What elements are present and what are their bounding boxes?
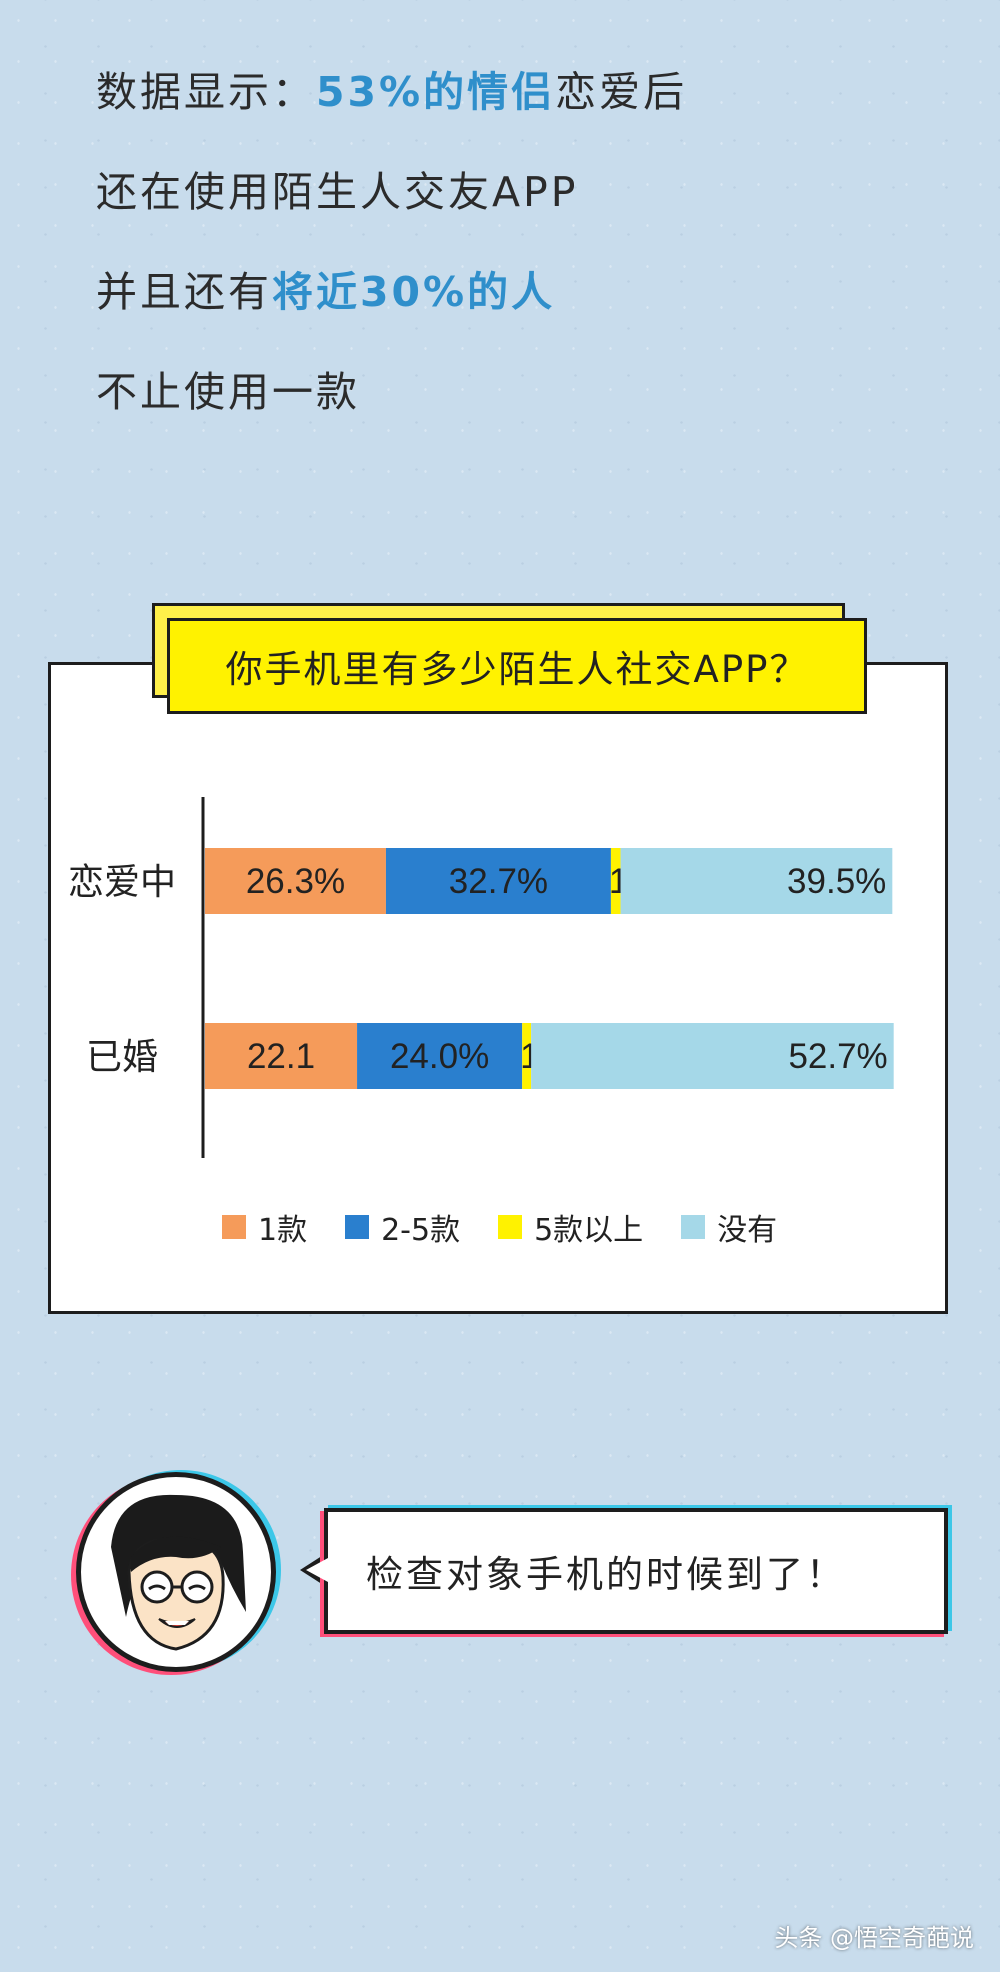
legend-item: 5款以上 [498, 1205, 643, 1249]
data-label: 26.3% [246, 862, 345, 901]
data-label: 24.0% [390, 1037, 489, 1076]
intro-line-4: 不止使用一款 [96, 368, 360, 416]
chart-title: 你手机里有多少陌生人社交APP？ [167, 618, 867, 714]
avatar [76, 1472, 276, 1672]
bar-segment [357, 1023, 523, 1089]
intro-line-1-pre: 数据显示： [96, 68, 316, 116]
intro-line-3-pre: 并且还有 [96, 268, 272, 316]
legend-item: 没有 [681, 1205, 777, 1249]
data-label: 32.7% [449, 862, 548, 901]
chart-panel [48, 662, 948, 1314]
bar-segment [522, 1023, 532, 1089]
intro-line-3-highlight: 将近30%的人 [272, 268, 556, 316]
legend-swatch [222, 1215, 246, 1239]
bar-segment [610, 848, 621, 914]
cartoon-face-icon [111, 1494, 246, 1651]
data-label: 22.1 [247, 1037, 315, 1076]
legend-label: 5款以上 [534, 1213, 644, 1248]
bar-segment [531, 1023, 894, 1089]
intro-line-1: 数据显示：53%的情侣恋爱后 [96, 62, 687, 162]
legend-swatch [345, 1215, 370, 1239]
data-label: 52.7% [788, 1037, 887, 1076]
legend-swatch [498, 1215, 523, 1239]
legend-swatch [681, 1215, 706, 1239]
bar-segment [620, 848, 893, 914]
legend-label: 没有 [717, 1213, 778, 1248]
speech-bubble-tail-fill [306, 1558, 328, 1582]
intro-line-2: 还在使用陌生人交友APP [96, 168, 579, 216]
legend-item: 1款 [222, 1205, 307, 1249]
chart-legend: 1款 2-5款 5款以上 没有 [222, 1205, 815, 1249]
watermark: 头条 @悟空奇葩说 [774, 1924, 974, 1952]
intro-line-1-highlight: 53%的情侣 [316, 68, 556, 116]
category-label: 已婚 [86, 1037, 158, 1078]
bar-segment [385, 848, 611, 914]
intro-text: 数据显示：53%的情侣恋爱后 还在使用陌生人交友APP 并且还有将近30%的人 … [96, 62, 687, 462]
intro-line-3: 并且还有将近30%的人 [96, 262, 687, 362]
bar-segment [205, 1023, 358, 1089]
category-label: 恋爱中 [68, 862, 176, 903]
bar-segment [205, 848, 386, 914]
data-label: 39.5% [787, 862, 886, 901]
legend-item: 2-5款 [345, 1205, 460, 1249]
speech-bubble: 检查对象手机的时候到了！ [324, 1508, 948, 1634]
legend-label: 1款 [258, 1213, 308, 1248]
intro-line-1-post: 恋爱后 [555, 68, 688, 116]
legend-label: 2-5款 [381, 1213, 461, 1248]
